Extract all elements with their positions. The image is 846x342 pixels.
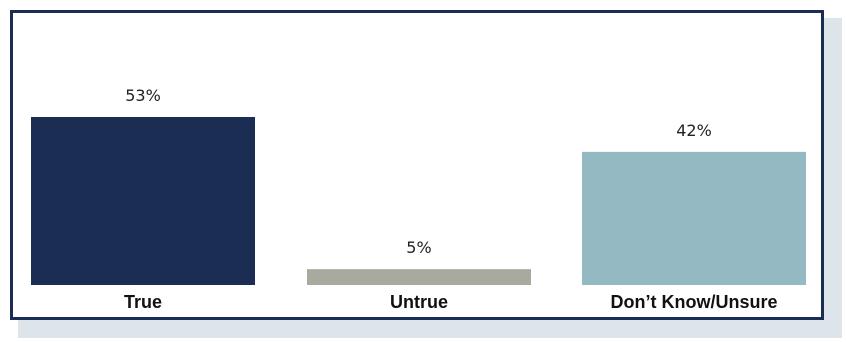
value-label-2: 5%: [406, 238, 431, 257]
value-label-1: 53%: [125, 86, 161, 105]
bar-1: [31, 116, 255, 286]
value-label-3: 42%: [676, 121, 712, 140]
bar-2: [307, 269, 531, 285]
bar-3: [582, 151, 806, 285]
category-label-2: Untrue: [390, 292, 448, 312]
category-label-1: True: [124, 292, 162, 312]
category-label-3: Don’t Know/Unsure: [611, 292, 778, 312]
